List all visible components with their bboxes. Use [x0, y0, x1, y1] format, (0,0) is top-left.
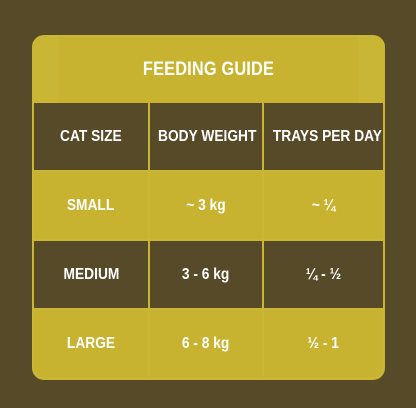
cell-trays: ½ - 1: [262, 308, 383, 377]
table-header-row: CAT SIZE BODY WEIGHT TRAYS PER DAY: [34, 103, 383, 172]
table-row-small: SMALL ~ 3 kg ~ ¼: [34, 170, 383, 241]
table-row-large: LARGE 6 - 8 kg ½ - 1: [34, 308, 383, 377]
cell-trays: ~ ¼: [262, 170, 383, 241]
cell-size: SMALL: [34, 170, 150, 241]
header-cat-size: CAT SIZE: [34, 103, 150, 172]
header-body-weight: BODY WEIGHT: [148, 103, 264, 172]
cell-weight: ~ 3 kg: [148, 170, 264, 241]
header-trays-per-day: TRAYS PER DAY: [262, 103, 383, 172]
cell-trays: ¼ - ½: [262, 239, 383, 310]
cell-weight: 6 - 8 kg: [148, 308, 264, 377]
feeding-guide-table: CAT SIZE BODY WEIGHT TRAYS PER DAY SMALL…: [34, 103, 383, 377]
feeding-guide-title: FEEDING GUIDE: [58, 37, 359, 103]
cell-weight: 3 - 6 kg: [148, 239, 264, 310]
feeding-guide-card: FEEDING GUIDE CAT SIZE BODY WEIGHT TRAYS…: [32, 35, 385, 380]
cell-size: LARGE: [34, 308, 150, 377]
table-row-medium: MEDIUM 3 - 6 kg ¼ - ½: [34, 239, 383, 310]
cell-size: MEDIUM: [34, 239, 150, 310]
